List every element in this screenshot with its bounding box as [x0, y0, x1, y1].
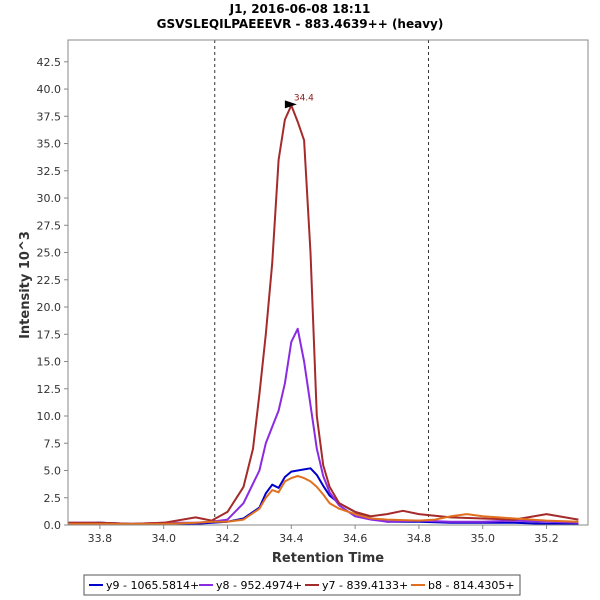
y-tick-label: 17.5: [37, 328, 62, 341]
y-tick-label: 2.5: [44, 492, 62, 505]
peak-marker-icon: [284, 100, 297, 109]
y-tick-label: 22.5: [37, 274, 62, 287]
y-tick-label: 15.0: [37, 356, 62, 369]
y-tick-label: 0.0: [44, 519, 62, 532]
y-axis-title: Intensity 10^3: [18, 231, 33, 339]
y-tick-label: 42.5: [37, 56, 62, 69]
y-tick-label: 37.5: [37, 110, 62, 123]
y-tick-label: 7.5: [44, 437, 62, 450]
x-tick-label: 34.0: [151, 532, 176, 545]
chart-title: J1, 2016-06-08 18:11: [229, 2, 371, 16]
legend-label-y9: y9 - 1065.5814+: [106, 579, 199, 592]
series-layer: [67, 104, 579, 525]
y-tick-label: 35.0: [37, 138, 62, 151]
y-tick-label: 10.0: [37, 410, 62, 423]
x-tick-label: 34.6: [343, 532, 368, 545]
legend-label-y8: y8 - 952.4974+: [216, 579, 302, 592]
y-tick-label: 25.0: [37, 247, 62, 260]
y-tick-label: 20.0: [37, 301, 62, 314]
x-axis-ticks: 33.8 34.0 34.2 34.4 34.6 34.8 35.0 35.2: [88, 525, 559, 545]
x-axis-title: Retention Time: [272, 551, 384, 566]
legend-label-b8: b8 - 814.4305+: [428, 579, 515, 592]
series-line-b8: [68, 475, 579, 525]
x-tick-label: 34.8: [407, 532, 432, 545]
x-tick-label: 35.0: [470, 532, 495, 545]
y-tick-label: 27.5: [37, 219, 62, 232]
plot-area-frame: [67, 39, 589, 526]
legend: y9 - 1065.5814+ y8 - 952.4974+ y7 - 839.…: [83, 574, 521, 596]
x-tick-label: 35.2: [534, 532, 559, 545]
y-tick-label: 30.0: [37, 192, 62, 205]
series-line-y7: [68, 104, 579, 525]
series-line-y9: [67, 467, 579, 525]
peak-annotation-group: 34.4: [284, 93, 314, 109]
boundary-lines: [214, 40, 429, 525]
y-tick-label: 12.5: [37, 383, 62, 396]
chart-subtitle: GSVSLEQILPAEEEVR - 883.4639++ (heavy): [157, 17, 444, 31]
x-tick-label: 33.8: [88, 532, 113, 545]
y-axis-ticks: 0.0 2.5 5.0 7.5 10.0 12.5 15.0 17.5 20.0 22.5 25.0…: [37, 56, 68, 532]
y-tick-label: 5.0: [44, 465, 62, 478]
legend-label-y7: y7 - 839.4133+: [322, 579, 408, 592]
peak-label: 34.4: [294, 93, 314, 103]
y-tick-label: 40.0: [37, 83, 62, 96]
x-tick-label: 34.4: [279, 532, 304, 545]
x-tick-label: 34.2: [215, 532, 240, 545]
y-tick-label: 32.5: [37, 165, 62, 178]
legend-frame: [83, 574, 521, 596]
